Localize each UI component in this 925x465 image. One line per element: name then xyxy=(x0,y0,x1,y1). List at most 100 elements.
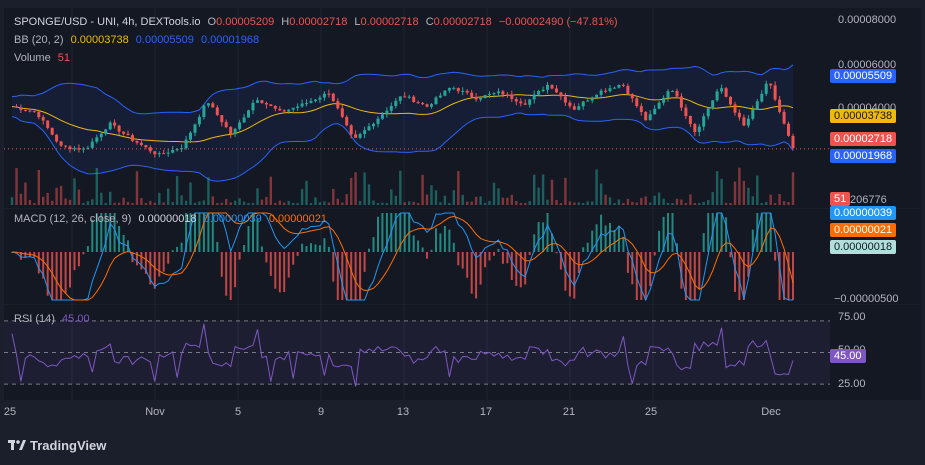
macd-histogram-bar xyxy=(591,230,594,252)
volume-bar xyxy=(773,203,777,205)
candle-body xyxy=(782,111,786,124)
candle-body xyxy=(737,112,741,118)
time-axis[interactable] xyxy=(0,400,925,428)
candle-body xyxy=(126,133,130,136)
volume-bar xyxy=(91,199,94,205)
candle-body xyxy=(180,148,184,150)
volume-bar xyxy=(287,200,290,205)
macd-label: MACD (12, 26, close, 9) xyxy=(14,213,132,225)
candle-body xyxy=(135,140,139,143)
macd-histogram-bar xyxy=(644,252,647,300)
macd-histogram-bar xyxy=(385,213,388,252)
macd-histogram-bar xyxy=(769,213,772,252)
candle-body xyxy=(59,141,63,146)
macd-histogram-bar xyxy=(568,252,571,297)
macd-histogram-bar xyxy=(176,246,179,252)
volume-bar xyxy=(506,197,509,205)
candle-body xyxy=(599,90,603,95)
macd-histogram-bar xyxy=(564,252,567,291)
macd-histogram-bar xyxy=(301,243,304,252)
macd-histogram-bar xyxy=(368,248,370,252)
macd-histogram-bar xyxy=(417,240,420,252)
volume-bar xyxy=(747,187,750,205)
volume-bar xyxy=(626,198,630,205)
candle-body xyxy=(541,89,545,91)
macd-histogram-bar xyxy=(314,244,317,252)
tradingview-logo[interactable]: TradingView xyxy=(8,438,106,453)
volume-bar xyxy=(42,196,45,205)
volume-bar xyxy=(751,196,754,205)
volume-bar xyxy=(336,198,339,205)
bb-basis-value: 0.00003738 xyxy=(70,34,129,46)
volume-bar xyxy=(519,203,522,205)
macd-histogram-bar xyxy=(546,213,549,252)
candle-body xyxy=(81,148,85,150)
macd-histogram-bar xyxy=(100,213,103,252)
macd-histogram-bar xyxy=(435,228,437,252)
macd-histogram-bar xyxy=(707,213,710,252)
candle-body xyxy=(345,116,349,126)
macd-histogram-bar xyxy=(60,252,63,300)
volume-bar xyxy=(698,203,701,205)
candle-body xyxy=(77,148,81,150)
macd-histogram-bar xyxy=(426,252,428,259)
candle-body xyxy=(510,94,514,99)
volume-bar xyxy=(345,194,348,205)
volume-bar xyxy=(314,197,317,205)
macd-histogram-bar xyxy=(167,252,170,264)
macd-histogram-bar xyxy=(510,252,513,280)
macd-histogram-bar xyxy=(729,252,732,258)
macd-histogram-bar xyxy=(113,213,116,252)
candle-body xyxy=(769,83,773,86)
volume-bar xyxy=(582,203,585,205)
macd-histogram-bar xyxy=(778,252,781,300)
macd-histogram-bar xyxy=(640,252,643,300)
volume-bar xyxy=(198,201,201,205)
macd-histogram-bar xyxy=(140,252,143,270)
macd-histogram-bar xyxy=(359,252,362,300)
macd-histogram-bar xyxy=(252,213,254,252)
change-value: −0.00002490 (−47.81%) xyxy=(498,16,618,28)
macd-histogram-bar xyxy=(42,252,45,279)
price-pane[interactable] xyxy=(4,8,830,208)
volume-bar xyxy=(140,198,143,205)
macd-histogram-bar xyxy=(247,226,250,252)
volume-label: Volume xyxy=(14,52,51,64)
macd-signal-value: 0.00000021 xyxy=(268,213,327,225)
volume-bar xyxy=(144,203,148,205)
volume-bar xyxy=(564,177,567,205)
candle-body xyxy=(697,126,701,132)
volume-bar xyxy=(126,201,130,205)
candle-body xyxy=(260,100,264,103)
macd-histogram-bar xyxy=(760,213,763,252)
candle-body xyxy=(90,141,94,148)
volume-bar xyxy=(769,194,772,205)
volume-bar xyxy=(408,201,411,205)
volume-bar xyxy=(684,203,688,205)
volume-bar xyxy=(64,198,67,205)
volume-bar xyxy=(202,200,206,205)
time-tick: 5 xyxy=(234,406,242,418)
candle-body xyxy=(546,84,549,90)
candle-body xyxy=(55,134,59,142)
volume-bar xyxy=(117,202,121,205)
candle-body xyxy=(278,108,282,111)
macd-histogram-bar xyxy=(421,247,424,252)
volume-bar xyxy=(167,188,170,205)
macd-histogram-bar xyxy=(77,252,80,267)
volume-bar xyxy=(153,202,156,205)
macd-histogram-bar xyxy=(577,252,580,273)
volume-bar xyxy=(104,202,107,205)
macd-histogram-bar xyxy=(180,242,183,252)
macd-histogram-bar xyxy=(256,218,259,252)
high-label: H xyxy=(281,16,290,28)
macd-histogram-bar xyxy=(354,252,357,300)
macd-histogram-bar xyxy=(734,252,736,292)
price-axis[interactable] xyxy=(830,8,921,208)
candle-body xyxy=(773,85,777,100)
macd-legend: MACD (12, 26, close, 9) 0.00000018 0.000… xyxy=(14,213,331,225)
macd-histogram-bar xyxy=(194,213,196,252)
candle-body xyxy=(679,96,683,108)
macd-histogram-bar xyxy=(439,233,442,252)
time-tick: Dec xyxy=(761,406,781,418)
